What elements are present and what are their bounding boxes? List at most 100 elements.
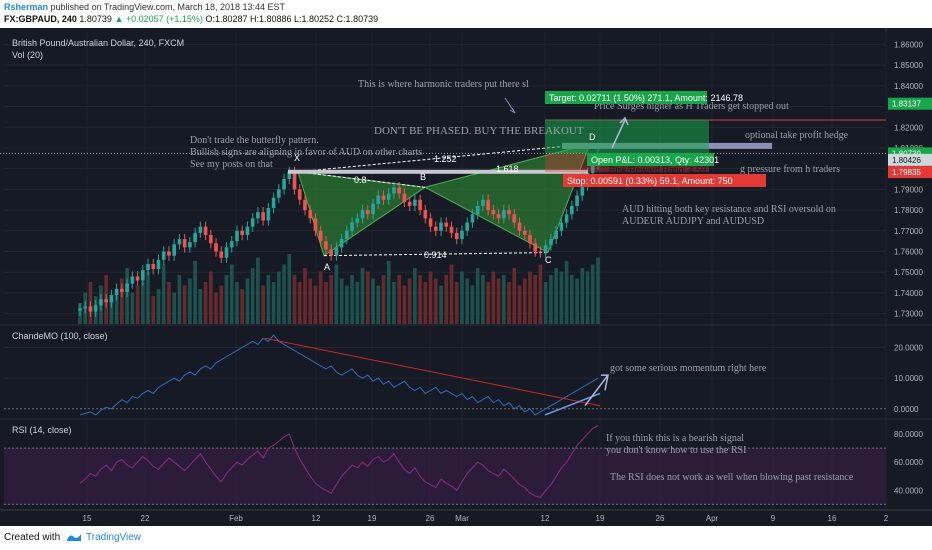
candle-body [570, 205, 574, 215]
volume-bar [512, 268, 517, 324]
annotation-pressure: g pressure from h traders [740, 164, 840, 175]
candle-body [182, 239, 187, 248]
volume-bar [549, 275, 553, 324]
candle-body [491, 210, 496, 215]
author-link[interactable]: Rsherman [4, 2, 49, 12]
volume-bar [538, 264, 543, 324]
annotation-optional-tp: optional take profit hedge [745, 130, 849, 141]
candle-body [339, 239, 344, 248]
time-tick-label: Feb [229, 514, 243, 523]
time-tick-label: 9 [771, 514, 776, 523]
published-text: published on TradingView.com, March 18, … [50, 2, 286, 12]
price-badge-label: 1.79835 [892, 168, 921, 177]
volume-bar [214, 292, 218, 324]
candle-body [481, 199, 485, 206]
time-tick-label: 19 [368, 514, 377, 523]
pattern-point-x: X [294, 153, 300, 163]
volume-bar [496, 278, 501, 324]
chart-canvas[interactable]: 1.860001.850001.840001.830001.820001.810… [0, 28, 932, 526]
price-tick-label: 1.82000 [894, 123, 923, 132]
price-badge [888, 166, 932, 179]
candle-body [386, 193, 391, 200]
volume-bar [324, 282, 328, 324]
time-tick-label: 19 [596, 514, 605, 523]
candle-body [219, 251, 224, 258]
candle-body [146, 263, 150, 271]
candle-body [198, 226, 203, 233]
candle-body [392, 187, 396, 194]
annotation-momentum: got some serious momentum right here [610, 363, 767, 374]
volume-bar [449, 264, 454, 324]
candle-body [423, 210, 428, 219]
ratio-xab: 0.8 [354, 175, 367, 185]
volume-bar [188, 278, 192, 324]
volume-bar [261, 285, 265, 324]
volume-bar [392, 282, 396, 324]
candle-body [449, 226, 454, 233]
volume-bar [559, 271, 564, 324]
candle-body [109, 295, 114, 303]
volume-bar [575, 278, 579, 324]
stop-label: Stop: 0.00591 (0.33%) 59.1, Amount: 750 [567, 176, 733, 186]
price-change: +0.02057 (+1.15%) [125, 14, 203, 24]
rsi-pane-title: RSI (14, close) [12, 425, 72, 435]
volume-bar [297, 282, 302, 324]
target-box[interactable] [545, 91, 707, 104]
candle-body [271, 197, 276, 209]
volume-bar [109, 299, 114, 324]
stop-box[interactable] [563, 174, 766, 187]
annotation-harmonic-sl: This is where harmonic traders put there… [358, 79, 529, 90]
tradingview-brand[interactable]: TradingView [86, 532, 142, 543]
volume-bar [454, 282, 459, 324]
candle-body [496, 214, 501, 219]
candle-body [324, 241, 328, 250]
pattern-leg [297, 143, 591, 173]
candle-body [564, 214, 569, 223]
candle-body [365, 210, 370, 215]
rsi-tick-label: 80.0000 [894, 430, 923, 439]
candle-body [229, 241, 234, 248]
volume-bar [428, 271, 433, 324]
candle-body [245, 226, 250, 235]
candle-body [282, 179, 286, 190]
cmo-tick-label: 0.0000 [894, 405, 919, 414]
candle-body [140, 270, 145, 281]
candle-body [151, 263, 156, 270]
candle-body [208, 234, 213, 244]
price-tick-label: 1.84000 [894, 82, 923, 91]
candle-body [381, 195, 386, 200]
price-tick-label: 1.75000 [894, 268, 923, 277]
price-tick-label: 1.86000 [894, 40, 923, 49]
candle-body [407, 201, 412, 206]
ratio-abc: 1.252 [434, 154, 457, 164]
candle-body [125, 283, 129, 292]
candle-body [454, 232, 459, 240]
annotation-dont-be-phased: DON'T BE PHASED. BUY THE BREAKOUT [374, 125, 584, 137]
volume-bar [146, 271, 150, 324]
candle-body [345, 230, 349, 240]
annotation-aud-hitting-2: AUDEUR AUDJPY and AUDUSD [622, 216, 764, 227]
ohlc-values: O:1.80287 H:1.80886 L:1.80252 C:1.80739 [205, 14, 379, 24]
volume-bar [282, 264, 286, 324]
price-tick-label: 1.85000 [894, 61, 923, 70]
rsi-tick-label: 60.0000 [894, 458, 923, 467]
volume-bar [570, 275, 574, 324]
volume-pane-title: Vol (20) [12, 50, 43, 60]
volume-bar [276, 271, 281, 324]
volume-bar [528, 271, 532, 324]
footer: Created with TradingView [0, 526, 932, 550]
annotation-dont-trade-2: Bullish signs are aligning in favor of A… [190, 147, 422, 158]
main-pane-title: British Pound/Australian Dollar, 240, FX… [12, 38, 184, 48]
volume-bar [543, 282, 548, 324]
volume-bar [418, 275, 422, 324]
candle-body [83, 306, 88, 309]
candle-body [78, 308, 82, 311]
volume-bar [365, 271, 370, 324]
chart-area[interactable]: 1.860001.850001.840001.830001.820001.810… [0, 28, 932, 526]
price-badge [888, 97, 932, 110]
candle-body [334, 247, 339, 256]
open-pnl-box[interactable] [587, 153, 714, 166]
cmo-line [79, 334, 599, 416]
profit-zone [545, 119, 709, 154]
annotation-dont-trade-3: See my posts on that [190, 159, 273, 170]
